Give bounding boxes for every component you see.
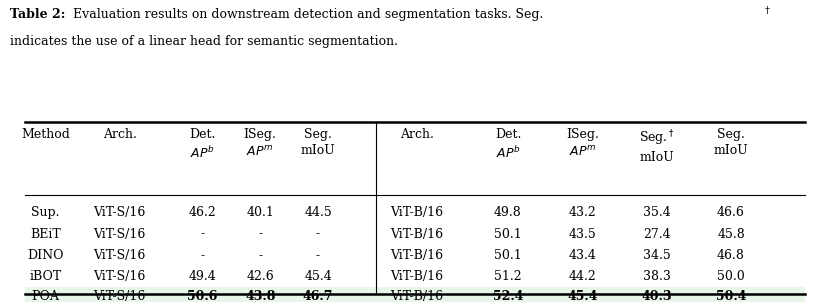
Text: -: - <box>201 249 204 262</box>
Text: ViT-B/16: ViT-B/16 <box>391 270 444 283</box>
Text: 45.4: 45.4 <box>304 270 332 283</box>
Text: 45.8: 45.8 <box>717 227 745 241</box>
Text: ViT-S/16: ViT-S/16 <box>93 290 146 302</box>
Text: 35.4: 35.4 <box>643 206 671 220</box>
Text: 43.8: 43.8 <box>245 290 275 302</box>
Text: 43.4: 43.4 <box>568 249 596 262</box>
Text: 27.4: 27.4 <box>643 227 671 241</box>
Text: BEiT: BEiT <box>30 227 61 241</box>
Text: -: - <box>259 249 262 262</box>
Text: 34.5: 34.5 <box>643 249 671 262</box>
Text: 46.8: 46.8 <box>717 249 745 262</box>
Text: 50.4: 50.4 <box>716 290 746 302</box>
Bar <box>25 287 805 302</box>
Text: 49.4: 49.4 <box>188 270 216 283</box>
Text: 50.1: 50.1 <box>494 227 522 241</box>
Text: †: † <box>765 6 770 15</box>
Text: ViT-S/16: ViT-S/16 <box>93 227 146 241</box>
Text: Method: Method <box>21 128 70 141</box>
Text: Evaluation results on downstream detection and segmentation tasks. Seg.: Evaluation results on downstream detecti… <box>69 8 544 21</box>
Text: 50.6: 50.6 <box>188 290 217 302</box>
Text: 52.4: 52.4 <box>493 290 523 302</box>
Text: 49.8: 49.8 <box>494 206 522 220</box>
Text: ViT-S/16: ViT-S/16 <box>93 206 146 220</box>
Text: Table 2:: Table 2: <box>10 8 65 21</box>
Text: DINO: DINO <box>27 249 64 262</box>
Text: Arch.: Arch. <box>400 128 434 141</box>
Text: 46.2: 46.2 <box>188 206 216 220</box>
Text: indicates the use of a linear head for semantic segmentation.: indicates the use of a linear head for s… <box>10 35 398 48</box>
Text: ViT-B/16: ViT-B/16 <box>391 290 444 302</box>
Text: ViT-S/16: ViT-S/16 <box>93 270 146 283</box>
Text: 50.0: 50.0 <box>717 270 745 283</box>
Text: 40.1: 40.1 <box>246 206 274 220</box>
Text: Sup.: Sup. <box>31 206 59 220</box>
Text: -: - <box>316 227 320 241</box>
Text: 51.2: 51.2 <box>494 270 522 283</box>
Text: 40.3: 40.3 <box>642 290 672 302</box>
Text: 43.2: 43.2 <box>568 206 596 220</box>
Text: 46.7: 46.7 <box>303 290 333 302</box>
Text: 45.4: 45.4 <box>567 290 597 302</box>
Text: iBOT: iBOT <box>29 270 62 283</box>
Text: ViT-B/16: ViT-B/16 <box>391 227 444 241</box>
Text: Arch.: Arch. <box>102 128 137 141</box>
Text: -: - <box>316 249 320 262</box>
Text: ISeg.
$\mathit{AP}^m$: ISeg. $\mathit{AP}^m$ <box>566 128 599 159</box>
Text: POA: POA <box>31 290 59 302</box>
Text: 44.2: 44.2 <box>568 270 596 283</box>
Text: Seg.
mIoU: Seg. mIoU <box>301 128 335 157</box>
Text: ViT-B/16: ViT-B/16 <box>391 206 444 220</box>
Text: ViT-S/16: ViT-S/16 <box>93 249 146 262</box>
Text: ViT-B/16: ViT-B/16 <box>391 249 444 262</box>
Text: Seg.$^\dagger$
mIoU: Seg.$^\dagger$ mIoU <box>638 128 675 164</box>
Text: 50.1: 50.1 <box>494 249 522 262</box>
Text: 43.5: 43.5 <box>568 227 596 241</box>
Text: 44.5: 44.5 <box>304 206 332 220</box>
Text: ISeg.
$\mathit{AP}^m$: ISeg. $\mathit{AP}^m$ <box>244 128 277 159</box>
Text: Det.
$\mathit{AP}^b$: Det. $\mathit{AP}^b$ <box>189 128 216 161</box>
Text: 42.6: 42.6 <box>246 270 274 283</box>
Text: -: - <box>259 227 262 241</box>
Text: Seg.
mIoU: Seg. mIoU <box>714 128 748 157</box>
Text: -: - <box>201 227 204 241</box>
Text: Det.
$\mathit{AP}^b$: Det. $\mathit{AP}^b$ <box>495 128 521 161</box>
Text: 38.3: 38.3 <box>643 270 671 283</box>
Text: 46.6: 46.6 <box>717 206 745 220</box>
